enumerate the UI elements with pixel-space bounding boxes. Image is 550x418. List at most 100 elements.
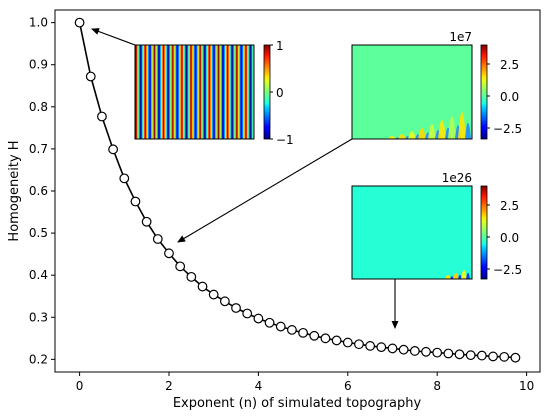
- stripe-band: [200, 45, 202, 139]
- stripe-band: [248, 45, 250, 139]
- stripe-band: [176, 45, 178, 139]
- stripe-band: [135, 45, 137, 139]
- stripe-band: [158, 45, 160, 139]
- stripe-band: [180, 45, 182, 139]
- stripe-band: [210, 45, 212, 139]
- stripe-band: [138, 45, 140, 139]
- y-tick-label: 0.8: [29, 100, 48, 114]
- stripe-band: [154, 45, 156, 139]
- y-tick-label: 0.5: [29, 226, 48, 240]
- stripe-band: [199, 45, 201, 139]
- data-point: [152, 234, 163, 244]
- stripe-band: [160, 45, 162, 139]
- stripe-band: [181, 45, 183, 139]
- stripe-band: [182, 45, 184, 139]
- colorbar-n7-exponent: 1e26: [442, 171, 472, 185]
- stripe-band: [168, 45, 170, 139]
- stripe-band: [197, 45, 199, 139]
- stripe-band: [205, 45, 207, 139]
- stripe-band: [241, 45, 243, 139]
- stripe-band: [173, 45, 175, 139]
- stripe-band: [139, 45, 141, 139]
- stripe-band: [250, 45, 252, 139]
- data-point: [264, 317, 275, 328]
- data-point: [108, 144, 119, 155]
- x-tick-label: 6: [344, 379, 352, 393]
- stripe-band: [252, 45, 254, 139]
- stripe-band: [216, 45, 218, 139]
- stripe-band: [188, 45, 190, 139]
- x-tick-label: 4: [255, 379, 263, 393]
- inset-n7-peaks: [445, 270, 470, 279]
- stripe-band: [246, 45, 248, 139]
- data-point: [443, 348, 454, 359]
- stripe-band: [144, 45, 146, 139]
- stripe-band: [237, 45, 239, 139]
- inset-n2: 1e7 2.5 0.0 −2.5: [177, 30, 522, 243]
- stripe-band: [250, 45, 252, 139]
- stripe-band: [191, 45, 193, 139]
- stripe-band: [183, 45, 185, 139]
- n2-trough: [465, 122, 471, 139]
- stripe-band: [147, 45, 149, 139]
- stripe-band: [244, 45, 246, 139]
- stripe-band: [163, 45, 165, 139]
- stripe-band: [147, 45, 150, 139]
- stripe-band: [212, 45, 214, 139]
- stripe-band: [222, 45, 224, 139]
- data-point: [130, 196, 141, 207]
- n2-peak: [398, 134, 406, 139]
- inset-n7-frame: [351, 185, 473, 280]
- data-point: [309, 330, 320, 341]
- data-point: [219, 296, 230, 307]
- y-tick-label: 0.6: [29, 184, 48, 198]
- stripe-band: [194, 45, 196, 139]
- arrow-n2: [177, 138, 353, 243]
- data-point: [342, 337, 353, 348]
- stripe-band: [234, 45, 236, 139]
- stripe-band: [166, 45, 168, 139]
- data-point: [365, 341, 376, 351]
- stripe-band: [196, 45, 198, 139]
- stripe-band: [229, 45, 231, 139]
- stripe-band: [240, 45, 242, 139]
- stripe-band: [228, 45, 230, 139]
- stripe-band: [247, 45, 249, 139]
- stripe-band: [138, 45, 140, 139]
- stripe-band: [176, 45, 178, 139]
- data-point: [197, 281, 208, 292]
- stripe-band: [179, 45, 182, 139]
- stripe-band: [174, 45, 176, 139]
- n2-peak: [408, 131, 416, 139]
- stripe-band: [204, 45, 206, 139]
- stripe-band: [211, 45, 213, 139]
- series-line: [78, 22, 516, 359]
- n7-trough: [450, 276, 454, 279]
- stripe-band: [196, 45, 198, 139]
- stripe-band: [233, 45, 235, 139]
- stripe-band: [218, 45, 220, 139]
- data-point: [499, 351, 510, 362]
- stripe-band: [192, 45, 194, 139]
- stripe-band: [160, 45, 162, 139]
- stripe-band: [171, 45, 173, 139]
- stripe-band: [219, 45, 221, 139]
- colorbar-n2-exponent: 1e7: [449, 30, 472, 44]
- stripe-band: [151, 45, 153, 139]
- stripe-band: [231, 45, 233, 139]
- stripe-band: [224, 45, 226, 139]
- stripe-band: [199, 45, 201, 139]
- data-point: [85, 71, 96, 82]
- stripe-band: [161, 45, 163, 139]
- stripe-band: [157, 45, 159, 139]
- x-tick-label: 8: [433, 379, 441, 393]
- stripe-band: [203, 45, 205, 139]
- stripe-band: [167, 45, 169, 139]
- stripe-band: [207, 45, 209, 139]
- stripe-band: [243, 45, 245, 139]
- data-point: [287, 325, 297, 335]
- stripe-band: [192, 45, 195, 139]
- data-point: [465, 350, 476, 361]
- data-point: [409, 346, 420, 356]
